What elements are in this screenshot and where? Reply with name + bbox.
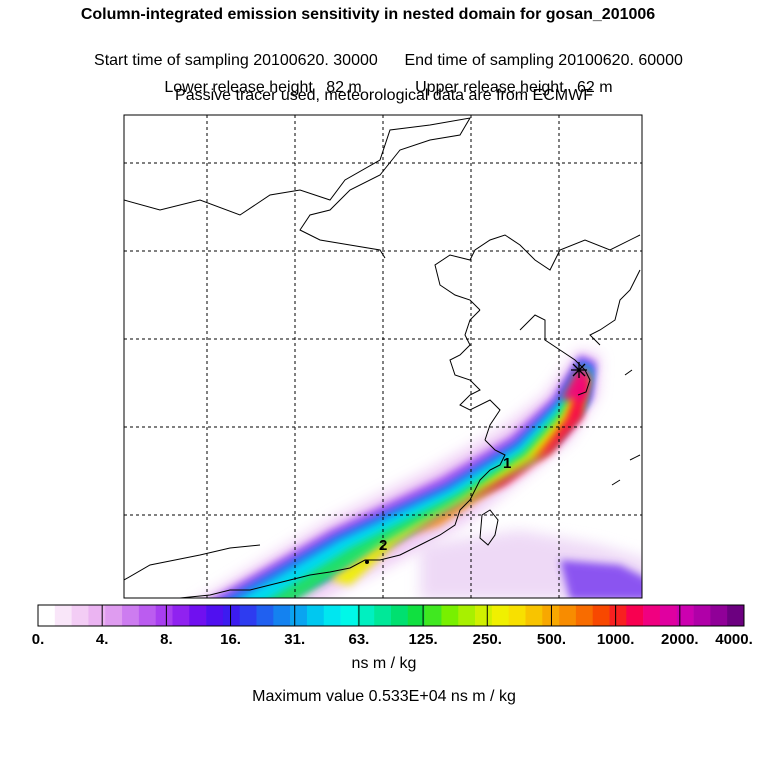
colorbar-tick-label: 63. xyxy=(348,631,370,648)
sampling-times: Start time of sampling 20100620. 30000 E… xyxy=(0,34,768,70)
receptor-star-icon xyxy=(571,362,587,378)
colorbar-swatch xyxy=(592,605,610,626)
border-north xyxy=(124,117,471,259)
coast-japan xyxy=(589,269,641,346)
colorbar-swatch xyxy=(138,605,156,626)
map-frame xyxy=(123,114,643,599)
coast-korea xyxy=(519,314,591,396)
colorbar-swatch xyxy=(391,605,409,626)
colorbar-tick-label: 8. xyxy=(160,631,173,648)
colorbar-swatch xyxy=(222,605,241,626)
location-label-2: 2 xyxy=(379,537,388,554)
tracer-note: Passive tracer used, meteorological data… xyxy=(175,87,593,104)
colorbar-swatch xyxy=(239,605,257,626)
plot-title: Column-integrated emission sensitivity i… xyxy=(80,6,656,23)
colorbar-swatch xyxy=(306,605,325,626)
colorbar-swatch xyxy=(491,605,509,626)
lower-release-height: Lower release height 82 m xyxy=(164,79,362,96)
coastlines xyxy=(124,117,641,598)
colorbar-swatch xyxy=(609,605,627,626)
sensitivity-field xyxy=(202,350,642,598)
colorbar-swatch xyxy=(626,605,644,626)
colorbar-tick-label: 2000. xyxy=(661,631,699,648)
colorbar-swatch xyxy=(727,605,745,626)
colorbar-swatch xyxy=(172,605,190,626)
colorbar-swatch xyxy=(290,605,308,626)
colorbar-swatch xyxy=(155,605,173,626)
colorbar-swatch xyxy=(659,605,678,626)
colorbar-swatch xyxy=(643,605,661,626)
colorbar-unit: ns m / kg xyxy=(351,655,417,672)
colorbar-swatch xyxy=(71,605,89,626)
start-time: Start time of sampling 20100620. 30000 xyxy=(94,52,378,69)
colorbar-tick-label: 1000. xyxy=(596,631,635,648)
colorbar xyxy=(37,604,745,627)
colorbar-tick-label: 16. xyxy=(220,631,241,648)
colorbar-swatch xyxy=(340,605,358,626)
coast-bohai xyxy=(449,309,501,441)
colorbar-swatch xyxy=(122,605,140,626)
colorbar-swatch xyxy=(458,605,476,626)
colorbar-tick-label: 4000. xyxy=(715,631,753,648)
colorbar-tick-label: 4. xyxy=(95,631,109,648)
colorbar-tick-label: 500. xyxy=(536,631,567,648)
colorbar-swatch xyxy=(559,605,577,626)
release-heights: Lower release height 82 m Upper release … xyxy=(0,61,768,97)
location-label-1: 1 xyxy=(503,455,512,472)
end-time: End time of sampling 20100620. 60000 xyxy=(404,52,683,69)
colorbar-swatch xyxy=(88,605,106,626)
colorbar-swatch xyxy=(357,605,375,626)
colorbar-swatch xyxy=(54,605,72,626)
colorbar-tick-label: 125. xyxy=(408,631,438,648)
maximum-value: Maximum value 0.533E+04 ns m / kg xyxy=(252,688,516,705)
colorbar-swatch xyxy=(407,605,425,626)
colorbar-swatch xyxy=(273,605,291,626)
colorbar-swatch xyxy=(441,605,459,626)
colorbar-swatch xyxy=(374,605,392,626)
colorbar-swatch xyxy=(693,605,711,626)
colorbar-tick-label: 31. xyxy=(284,631,306,648)
colorbar-swatch xyxy=(424,605,442,626)
colorbar-swatch xyxy=(542,605,560,626)
colorbar-swatch xyxy=(105,605,123,626)
colorbar-swatch xyxy=(323,605,341,626)
upper-release-height: Upper release height 62 m xyxy=(415,79,613,96)
colorbar-swatch xyxy=(710,605,728,626)
colorbar-tick-label: 0. xyxy=(31,631,45,648)
point-2-marker xyxy=(365,560,369,564)
hainan-taiwan xyxy=(479,509,499,546)
colorbar-swatch xyxy=(475,605,493,626)
colorbar-swatch xyxy=(206,605,224,626)
lat-lon-grid xyxy=(124,115,642,598)
coast-china-east xyxy=(179,439,506,598)
colorbar-swatch xyxy=(189,605,207,626)
colorbar-swatch xyxy=(525,605,543,626)
colorbar-swatch xyxy=(508,605,526,626)
colorbar-swatch xyxy=(575,605,594,626)
colorbar-swatch xyxy=(676,605,694,626)
colorbar-frame xyxy=(37,604,745,627)
colorbar-swatch xyxy=(38,605,56,626)
border-manchuria xyxy=(434,234,641,311)
colorbar-tick-label: 250. xyxy=(472,631,502,648)
colorbar-swatch xyxy=(256,605,274,626)
